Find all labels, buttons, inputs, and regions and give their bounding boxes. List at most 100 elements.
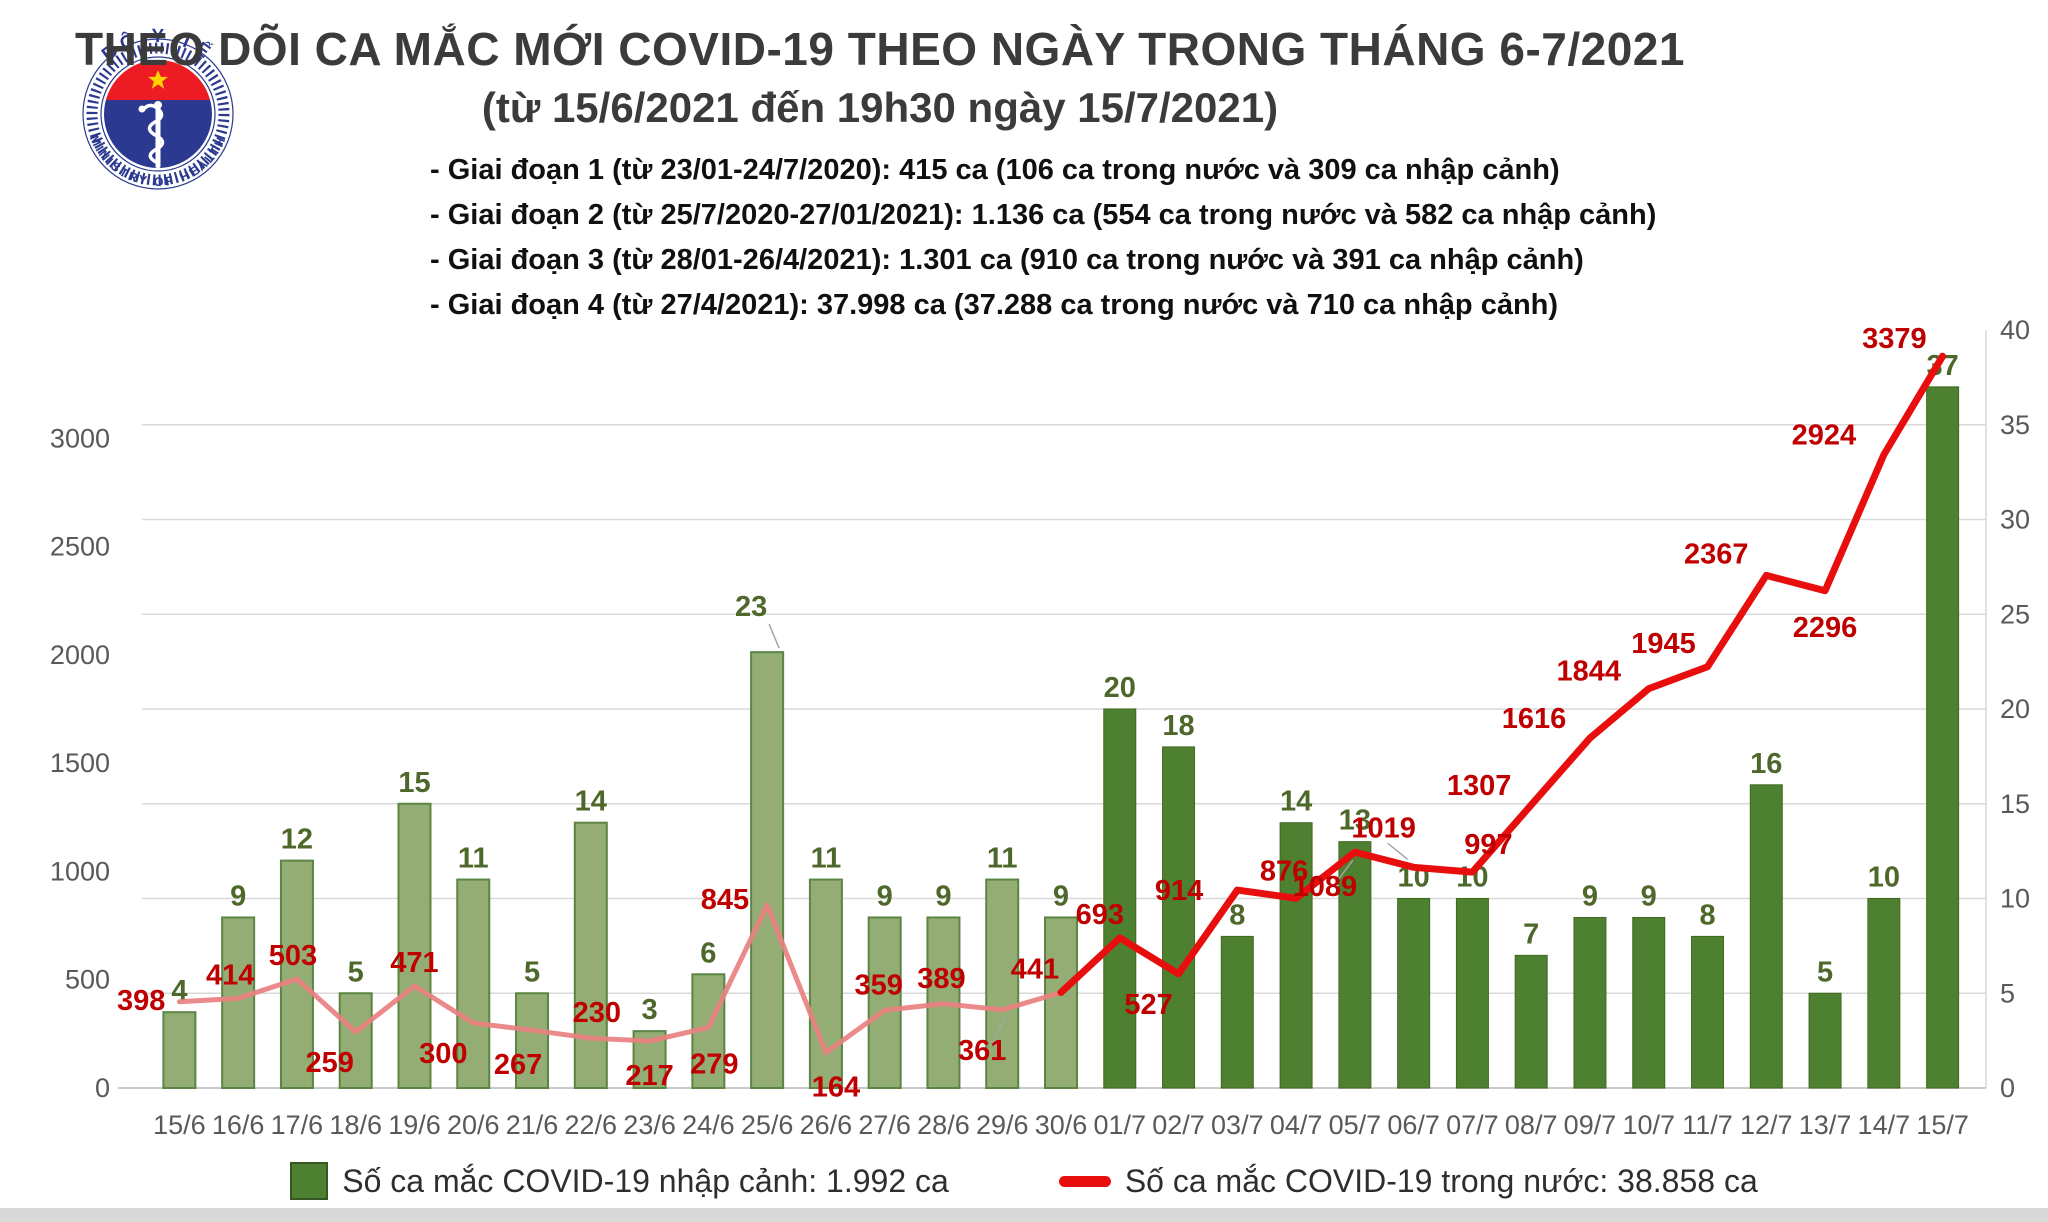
line-value-label: 2924 [1792, 420, 1857, 452]
bar-value-label: 6 [700, 937, 716, 969]
right-axis-tick-label: 5 [2000, 978, 2015, 1008]
bar-18/6 [338, 992, 373, 1089]
line-value-label: 876 [1260, 855, 1308, 887]
bar-value-label: 9 [1053, 880, 1069, 912]
bar-value-label: 23 [735, 591, 767, 623]
left-axis-tick-label: 2500 [50, 532, 110, 562]
x-axis-label: 30/6 [1035, 1110, 1088, 1140]
bar-value-label: 7 [1523, 918, 1539, 950]
page-title: THEO DÕI CA MẮC MỚI COVID-19 THEO NGÀY T… [75, 23, 1685, 75]
left-axis-tick-label: 500 [65, 965, 110, 995]
x-axis-label: 19/6 [388, 1110, 441, 1140]
bar-value-label: 18 [1162, 710, 1194, 742]
line-value-label: 267 [494, 1049, 542, 1081]
bar-05/7 [1338, 841, 1372, 1089]
x-axis-label: 06/7 [1387, 1110, 1440, 1140]
left-axis-tick-label: 1500 [50, 748, 110, 778]
page-subtitle: (từ 15/6/2021 đến 19h30 ngày 15/7/2021) [481, 84, 1279, 131]
x-axis-label: 17/6 [271, 1110, 324, 1140]
x-axis-label: 20/6 [447, 1110, 500, 1140]
x-axis-label: 22/6 [565, 1110, 618, 1140]
x-axis-label: 15/7 [1916, 1110, 1969, 1140]
line-value-label: 217 [625, 1060, 673, 1092]
bar-11/7 [1691, 935, 1725, 1089]
bar-01/7 [1103, 708, 1137, 1089]
legend-domestic-label: Số ca mắc COVID-19 trong nước: 38.858 ca [1124, 1162, 1758, 1199]
x-axis-label: 07/7 [1446, 1110, 1499, 1140]
label-leader-line [768, 623, 780, 649]
logo-star-icon [148, 70, 168, 89]
line-value-label: 1945 [1631, 628, 1696, 660]
left-axis-tick-label: 2000 [50, 640, 110, 670]
line-value-label: 845 [701, 884, 749, 916]
legend-imported-label: Số ca mắc COVID-19 nhập cảnh: 1.992 ca [342, 1162, 949, 1199]
x-axis-label: 26/6 [800, 1110, 853, 1140]
bar-17/6 [279, 859, 314, 1089]
bar-value-label: 13 [1339, 805, 1371, 837]
logo-svg: BỘ Y TẾ MINISTRY OF HEALTH [82, 26, 234, 190]
stage-1-note: - Giai đoạn 1 (từ 23/01-24/7/2020): 415 … [430, 154, 1560, 186]
bar-value-label: 11 [987, 843, 1018, 875]
bar-22/6 [573, 821, 608, 1089]
x-axis-label: 11/7 [1682, 1110, 1733, 1140]
bar-value-label: 11 [458, 843, 489, 875]
bar-value-label: 14 [575, 786, 607, 818]
x-axis-label: 14/7 [1858, 1110, 1911, 1140]
line-value-label: 2296 [1793, 612, 1858, 644]
x-axis-label: 18/6 [329, 1110, 382, 1140]
bar-16/6 [221, 916, 256, 1090]
line-value-label: 1089 [1293, 871, 1358, 903]
line-value-label: 1844 [1556, 656, 1621, 688]
ministry-of-health-logo: BỘ Y TẾ MINISTRY OF HEALTH [72, 14, 244, 194]
stage-3-note: - Giai đoạn 3 (từ 28/01-26/4/2021): 1.30… [430, 244, 1584, 276]
chart-legend: Số ca mắc COVID-19 nhập cảnh: 1.992 ca S… [0, 1162, 2048, 1200]
line-value-label: 389 [917, 963, 965, 995]
x-axis-label: 13/7 [1799, 1110, 1852, 1140]
line-value-label: 279 [690, 1049, 738, 1081]
line-value-label: 693 [1076, 899, 1124, 931]
bar-value-label: 9 [935, 880, 951, 912]
right-axis-tick-label: 25 [2000, 599, 2030, 629]
logo-snake-head [138, 105, 146, 113]
bar-02/7 [1162, 746, 1196, 1089]
line-value-label: 398 [117, 985, 165, 1017]
bar-08/7 [1514, 954, 1548, 1089]
bar-04/7 [1279, 822, 1313, 1089]
bar-15/6 [162, 1011, 197, 1090]
logo-snake-icon [141, 103, 165, 164]
line-value-label: 503 [269, 940, 317, 972]
line-value-label: 1307 [1447, 770, 1512, 802]
line-value-label: 230 [573, 997, 621, 1029]
x-axis-label: 15/6 [153, 1110, 206, 1140]
bar-26/6 [808, 878, 843, 1089]
domestic-line-june [176, 902, 1064, 1055]
x-axis-label: 03/7 [1211, 1110, 1264, 1140]
bar-value-label: 9 [1641, 880, 1657, 912]
legend-item-imported: Số ca mắc COVID-19 nhập cảnh: 1.992 ca [290, 1162, 949, 1200]
line-value-label: 359 [854, 969, 902, 1001]
bar-value-label: 3 [642, 994, 658, 1026]
right-axis-tick-label: 40 [2000, 315, 2030, 345]
line-value-label: 300 [419, 1038, 467, 1070]
x-axis-label: 24/6 [682, 1110, 735, 1140]
x-axis-label: 23/6 [623, 1110, 676, 1140]
right-axis-tick-label: 35 [2000, 410, 2030, 440]
logo-inner-ring [100, 56, 216, 172]
bar-value-label: 5 [1817, 956, 1833, 988]
label-leader-line [1334, 859, 1354, 885]
bar-30/6 [1044, 916, 1078, 1090]
x-axis-label: 28/6 [917, 1110, 970, 1140]
bar-value-label: 11 [811, 843, 842, 875]
bar-06/7 [1397, 898, 1431, 1089]
bar-03/7 [1220, 935, 1254, 1089]
bar-13/7 [1808, 992, 1842, 1089]
bar-value-label: 10 [1456, 862, 1488, 894]
bar-12/7 [1749, 784, 1783, 1089]
bar-27/6 [867, 916, 902, 1090]
x-axis-label: 02/7 [1152, 1110, 1205, 1140]
line-value-label: 997 [1464, 829, 1512, 861]
bar-value-label: 20 [1104, 672, 1136, 704]
right-axis-tick-label: 20 [2000, 694, 2030, 724]
bottom-strip [0, 1208, 2048, 1222]
